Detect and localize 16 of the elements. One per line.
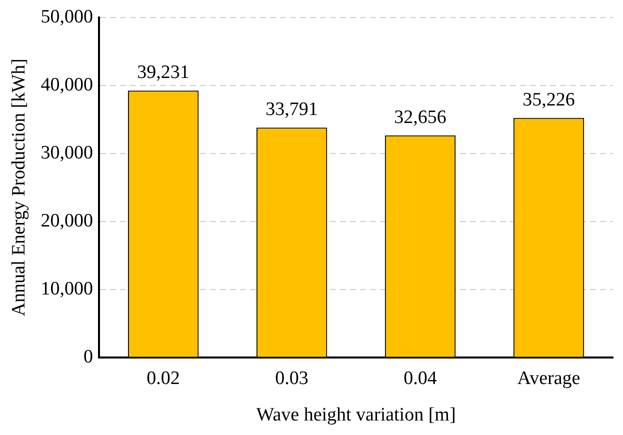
y-tick-label: 30,000 xyxy=(40,142,94,164)
y-axis-title: Annual Energy Production [kWh] xyxy=(8,58,30,316)
data-label: 35,226 xyxy=(522,89,575,110)
y-tick-label: 20,000 xyxy=(40,210,94,232)
data-label: 33,791 xyxy=(266,99,318,120)
x-tick-label: 0.03 xyxy=(275,368,308,389)
x-tick-label: 0.02 xyxy=(146,368,180,389)
y-tick-label: 50,000 xyxy=(40,6,94,28)
data-label: 32,656 xyxy=(394,106,446,128)
y-tick-label: 0 xyxy=(84,346,94,368)
y-tick-label: 40,000 xyxy=(40,74,94,96)
x-axis-title: Wave height variation [m] xyxy=(256,404,456,426)
x-tick-label: Average xyxy=(517,368,580,389)
x-tick-label: 0.04 xyxy=(404,368,438,389)
data-label: 39,231 xyxy=(137,62,190,84)
y-tick-label: 10,000 xyxy=(40,278,94,300)
